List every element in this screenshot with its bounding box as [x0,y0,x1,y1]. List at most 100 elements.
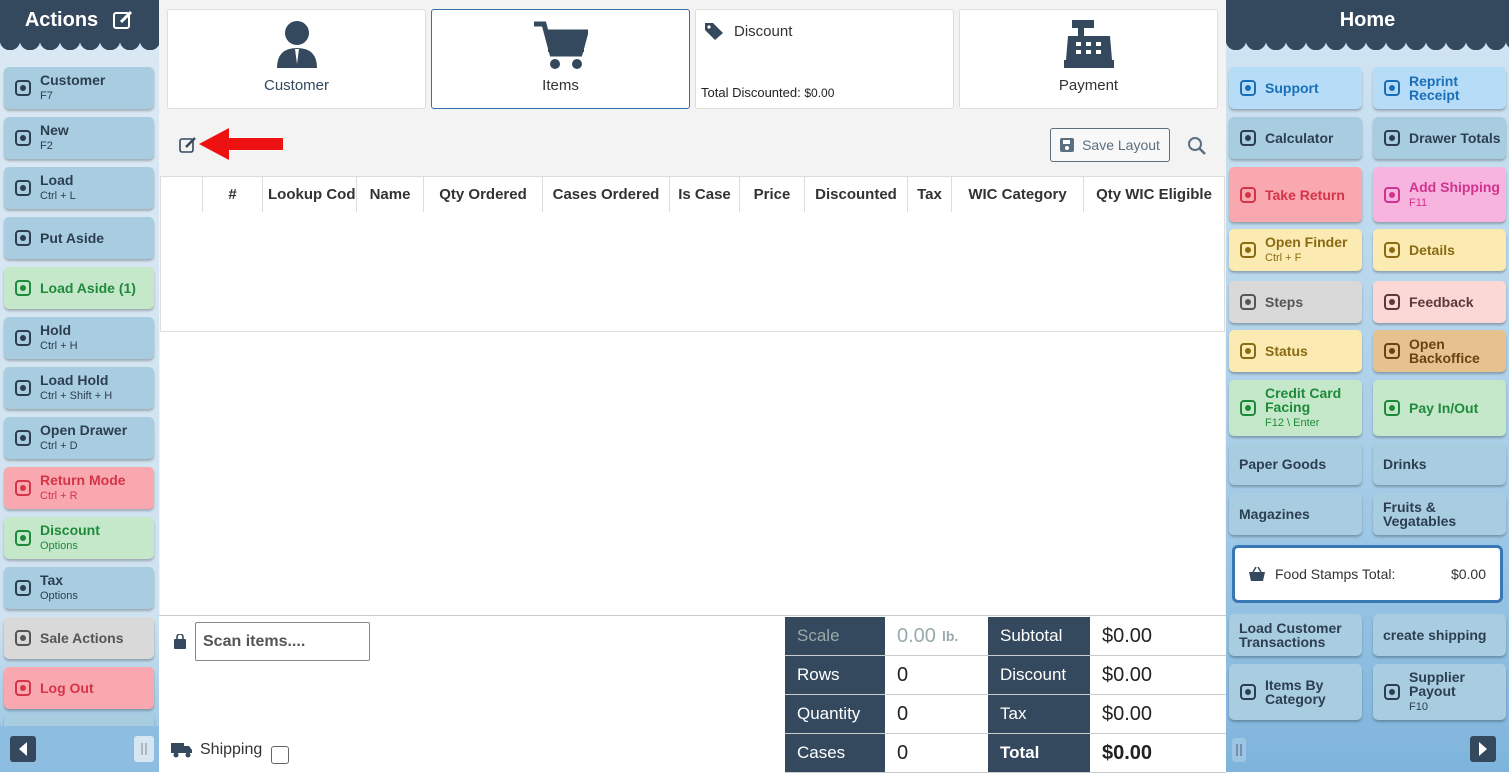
button-icon [15,180,31,196]
action-button[interactable]: Fruits & Vegatables [1373,493,1506,535]
action-button[interactable]: Drinks [1373,443,1506,485]
button-text: Pay In/Out [1409,401,1478,415]
button-icon [15,480,31,496]
action-button[interactable]: Return Mode Ctrl + R [4,467,154,509]
action-button[interactable]: Details [1373,229,1506,271]
button-shortcut: F12 \ Enter [1265,417,1320,429]
action-button[interactable]: Feedback [1373,281,1506,323]
button-label: Sale Actions [40,630,124,646]
action-button[interactable]: Sale Actions [4,617,154,659]
button-icon [15,130,31,146]
partial-button[interactable] [4,714,154,726]
basket-icon [1249,567,1265,581]
sidebar-header: Home [1226,0,1509,40]
action-button[interactable]: Open Drawer Ctrl + D [4,417,154,459]
button-icon [15,230,31,246]
button-icon [1384,80,1400,96]
action-button[interactable]: Add Shipping F11 [1373,167,1506,222]
action-button[interactable]: Load Hold Ctrl + Shift + H [4,367,154,409]
button-shortcut: Ctrl + R [40,490,78,502]
tax-label: Tax [988,695,1090,734]
button-text: Hold Ctrl + H [40,323,78,353]
action-button[interactable]: Load Customer Transactions [1229,614,1362,656]
button-text: Return Mode Ctrl + R [40,473,126,503]
rows-value: 0 [885,656,988,695]
edit-icon[interactable] [112,9,134,31]
prev-arrow[interactable] [10,736,36,762]
action-button[interactable]: Discount Options [4,517,154,559]
action-button[interactable]: Calculator [1229,117,1362,159]
edit-layout-icon[interactable] [179,136,197,154]
shipping-label: Shipping [200,741,263,758]
action-button[interactable]: Pay In/Out [1373,380,1506,436]
button-icon [15,380,31,396]
action-button[interactable]: Load Aside (1) [4,267,154,309]
payment-tab[interactable]: Payment [959,9,1218,109]
action-button[interactable]: Take Return [1229,167,1362,222]
action-button[interactable]: Customer F7 [4,67,154,109]
resize-handle[interactable] [134,736,154,762]
food-stamps-box: Food Stamps Total: $0.00 [1232,545,1503,603]
save-layout-button[interactable]: Save Layout [1050,128,1170,162]
button-label: Customer [40,72,106,88]
shipping-checkbox[interactable] [271,746,289,764]
discount-total: Total Discounted: $0.00 [701,85,834,100]
button-label: Open Backoffice [1409,336,1480,366]
button-label: Pay In/Out [1409,400,1479,416]
button-text: create shipping [1383,628,1486,642]
action-button[interactable]: Log Out [4,667,154,709]
action-button[interactable]: Tax Options [4,567,154,609]
action-button[interactable]: Load Ctrl + L [4,167,154,209]
scan-input[interactable]: Scan items.... [195,622,370,661]
action-button[interactable]: Magazines [1229,493,1362,535]
button-text: Paper Goods [1239,457,1326,471]
button-icon [1240,343,1256,359]
action-button[interactable]: Credit Card Facing F12 \ Enter [1229,380,1362,436]
action-button[interactable]: Status [1229,330,1362,372]
cell-text: Tax [1000,704,1027,723]
button-icon [15,280,31,296]
action-button[interactable]: Drawer Totals [1373,117,1506,159]
customer-tab[interactable]: Customer [167,9,426,109]
cases-value: 0 [885,734,988,773]
tab-label: Items [542,77,579,94]
action-button[interactable]: Hold Ctrl + H [4,317,154,359]
action-button[interactable]: Open Finder Ctrl + F [1229,229,1362,271]
button-icon [1384,186,1400,203]
action-button[interactable]: New F2 [4,117,154,159]
button-text: Open Finder Ctrl + F [1265,235,1347,265]
left-sidebar: Actions Customer F7 New F2 Load Ctrl + L Put A… [0,0,159,772]
action-button[interactable]: Reprint Receipt [1373,67,1506,109]
button-icon [15,630,31,646]
resize-handle[interactable] [1232,738,1246,762]
button-shortcut: Ctrl + D [40,440,78,452]
totals-table: Scale 0.00 lb. Subtotal $0.00 Rows 0 Discount $0… [785,616,1226,773]
column-header: Qty WIC Eligible [1084,176,1225,212]
action-button[interactable]: Put Aside [4,217,154,259]
next-arrow[interactable] [1470,736,1496,762]
button-text: Credit Card Facing F12 \ Enter [1265,386,1362,430]
button-shortcut: F7 [40,90,53,102]
column-header: Tax [908,176,952,212]
total-label: Total [988,734,1090,773]
button-text: Reprint Receipt [1409,74,1506,102]
sidebar-footer [0,726,159,772]
button-text: Discount Options [40,523,100,553]
discount-label: Discount [988,656,1090,695]
action-button[interactable]: Steps [1229,281,1362,323]
action-button[interactable]: Supplier Payout F10 [1373,664,1506,720]
discount-tab[interactable]: Discount Total Discounted: $0.00 [695,9,954,109]
button-text: Put Aside [40,231,104,245]
button-text: New F2 [40,123,69,153]
action-button[interactable]: Support [1229,67,1362,109]
action-button[interactable]: Paper Goods [1229,443,1362,485]
button-icon [1384,400,1400,416]
items-tab[interactable]: Items [431,9,690,109]
action-button[interactable]: Open Backoffice [1373,330,1506,372]
right-sidebar: Home Food Stamps Total: $0.00 Support Rep… [1226,0,1509,772]
button-text: Drawer Totals [1409,131,1501,145]
search-icon[interactable] [1187,136,1207,156]
action-button[interactable]: Items By Category [1229,664,1362,720]
action-button[interactable]: create shipping [1373,614,1506,656]
